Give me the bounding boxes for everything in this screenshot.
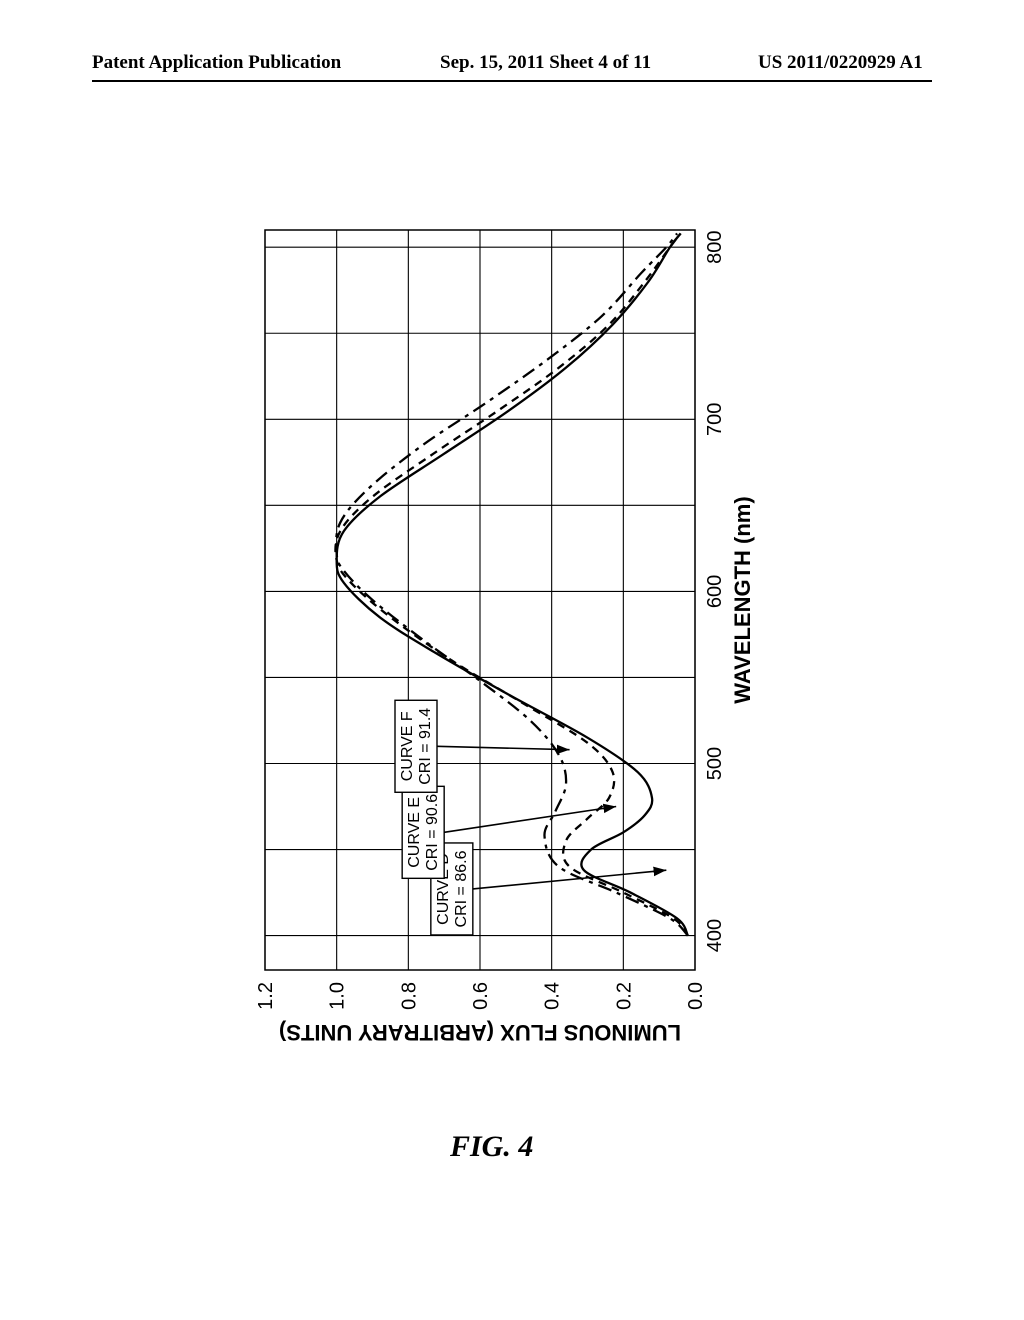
header-rule (92, 80, 932, 82)
svg-text:400: 400 (704, 919, 726, 952)
svg-text:0.4: 0.4 (542, 982, 564, 1010)
header-left: Patent Application Publication (92, 52, 341, 74)
svg-text:CURVE E: CURVE E (406, 797, 423, 868)
svg-text:500: 500 (704, 747, 726, 780)
spectrum-chart: 400 500 600 700 800 WAVELENGTH (nm) 0.0 0.2 0.4 0… (180, 170, 830, 1090)
svg-text:800: 800 (704, 231, 726, 264)
svg-text:WAVELENGTH (nm): WAVELENGTH (nm) (730, 496, 755, 703)
svg-text:700: 700 (704, 403, 726, 436)
svg-text:1.2: 1.2 (255, 982, 277, 1010)
svg-text:CRI = 86.6: CRI = 86.6 (453, 850, 470, 927)
series-curve-f (336, 233, 688, 935)
header-right: US 2011/0220929 A1 (758, 52, 923, 74)
figure-caption: FIG. 4 (450, 1130, 533, 1164)
svg-text:LUMINOUS FLUX (ARBITRARY UNITS: LUMINOUS FLUX (ARBITRARY UNITS) (279, 1020, 681, 1045)
svg-text:0.2: 0.2 (613, 982, 635, 1010)
svg-text:CRI = 91.4: CRI = 91.4 (417, 708, 434, 785)
svg-text:CRI = 90.6: CRI = 90.6 (424, 794, 441, 871)
chart-svg: 400 500 600 700 800 WAVELENGTH (nm) 0.0 0.2 0.4 0… (180, 170, 830, 1090)
svg-text:CURVE F: CURVE F (399, 711, 416, 781)
series-curve-d (337, 233, 688, 935)
patent-header: Patent Application Publication Sep. 15, … (0, 52, 1024, 92)
header-center: Sep. 15, 2011 Sheet 4 of 11 (440, 52, 651, 74)
svg-text:0.8: 0.8 (398, 982, 420, 1010)
series-curve-e (335, 233, 687, 935)
svg-text:1.0: 1.0 (327, 982, 349, 1010)
svg-text:0.6: 0.6 (470, 982, 492, 1010)
svg-text:600: 600 (704, 575, 726, 608)
svg-text:0.0: 0.0 (685, 982, 707, 1010)
